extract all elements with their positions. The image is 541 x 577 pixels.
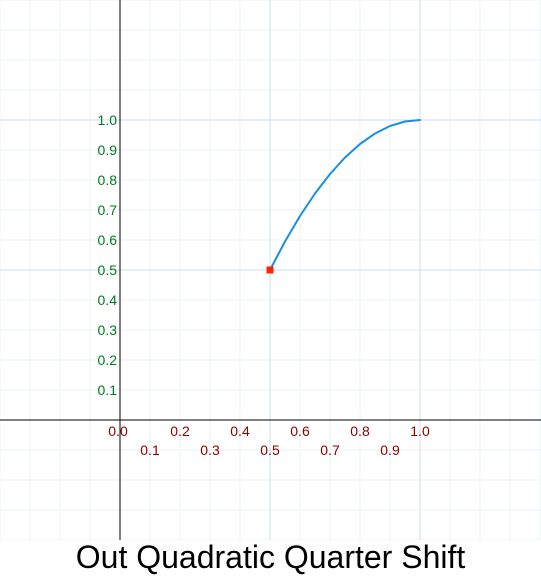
y-tick-label: 0.2 <box>98 352 118 368</box>
y-tick-label: 0.3 <box>98 322 118 338</box>
x-tick-label: 1.0 <box>410 423 430 439</box>
y-tick-label: 0.9 <box>98 142 118 158</box>
plot-area: 0.0 0.1 0.2 0.3 0.4 0.5 0.6 0.7 0.8 0.9 1.0 0.1 0.2 0… <box>0 0 541 540</box>
y-tick-label: 0.5 <box>98 262 118 278</box>
y-tick-label: 0.8 <box>98 172 118 188</box>
x-tick-label: 0.5 <box>260 442 280 458</box>
y-tick-label: 0.6 <box>98 232 118 248</box>
y-tick-label: 0.1 <box>98 382 118 398</box>
axes <box>0 0 541 540</box>
x-tick-label: 0.3 <box>200 442 220 458</box>
x-tick-label: 0.6 <box>290 423 310 439</box>
y-tick-label: 0.4 <box>98 292 118 308</box>
x-tick-label: 0.7 <box>320 442 340 458</box>
chart-title: Out Quadratic Quarter Shift <box>75 539 466 575</box>
x-tick-label: 0.4 <box>230 423 250 439</box>
x-tick-label: 0.1 <box>140 442 160 458</box>
grid <box>0 0 541 540</box>
x-tick-label: 0.9 <box>380 442 400 458</box>
tick-labels: 0.0 0.1 0.2 0.3 0.4 0.5 0.6 0.7 0.8 0.9 1.0 0.1 0.2 0… <box>98 112 430 458</box>
y-tick-label: 0.7 <box>98 202 118 218</box>
series-line <box>269 119 421 271</box>
x-tick-label: 0.2 <box>170 423 190 439</box>
x-tick-label: 0.0 <box>108 423 128 439</box>
y-tick-label: 1.0 <box>98 112 118 128</box>
series <box>266 119 421 274</box>
x-tick-label: 0.8 <box>350 423 370 439</box>
start-point-marker <box>266 266 274 274</box>
